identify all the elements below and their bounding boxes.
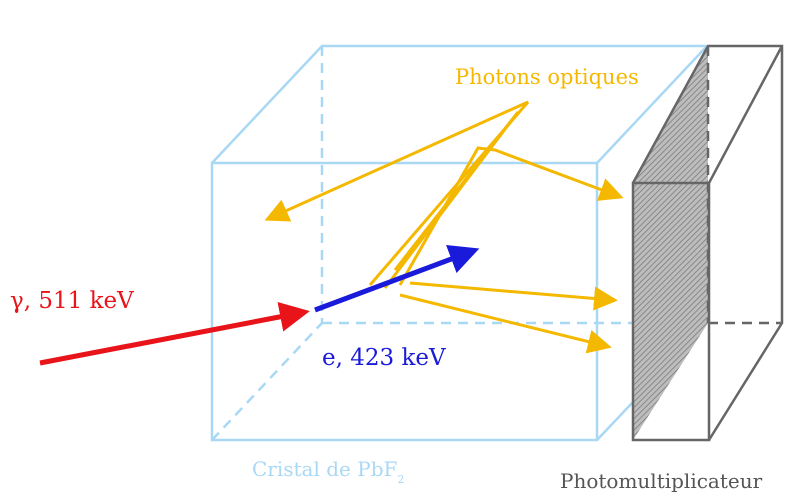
crystal-label: Cristal de PbF2 [252,457,404,486]
photon-path [383,111,520,289]
edge [211,44,707,164]
photon-arrow [399,293,612,354]
gamma-arrow [39,302,310,366]
electron-arrow [314,244,480,313]
hatched-face [633,46,708,440]
electron-label: e, 423 keV [322,345,446,371]
pmt-label: Photomultiplicateur [560,469,763,493]
front-face [631,181,711,442]
crystal-subscript: 2 [397,473,404,486]
hidden-edge [211,322,323,441]
edge [596,45,708,164]
crystal-text: Cristal de PbF [252,457,397,481]
edge [596,401,634,441]
edge [707,45,784,184]
photomultiplier [631,44,784,442]
photon-arrow [264,100,530,286]
photon-arrow [398,146,624,286]
front-face [210,161,599,442]
photon-arrow [409,281,618,311]
photons-label: Photons optiques [455,65,639,89]
photon-paths [264,100,624,354]
gamma-label: γ, 511 keV [10,288,134,314]
